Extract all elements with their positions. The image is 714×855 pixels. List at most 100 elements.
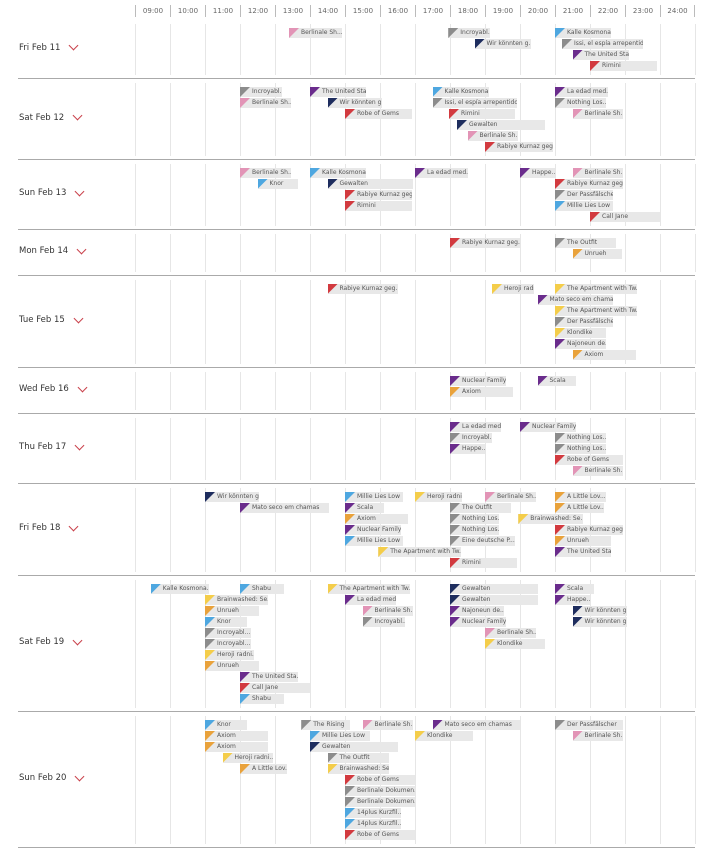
screening-event[interactable]: Millie Lies Low: [555, 201, 613, 211]
screening-event[interactable]: Rabiye Kurnaz geg...: [450, 238, 520, 248]
screening-event[interactable]: Knor: [205, 720, 247, 730]
screening-event[interactable]: Berlinale Sh...: [572, 731, 624, 741]
day-toggle[interactable]: Sun Feb 13: [19, 186, 85, 198]
screening-event[interactable]: Berlinale Dokumen...: [345, 797, 415, 807]
screening-event[interactable]: Klondike: [485, 639, 545, 649]
screening-event[interactable]: Kalle Kosmona...: [310, 168, 366, 178]
screening-event[interactable]: La edad med...: [555, 87, 608, 97]
screening-event[interactable]: Klondike: [555, 328, 606, 338]
screening-event[interactable]: The United Sta...: [240, 672, 298, 682]
screening-event[interactable]: Axiom: [205, 731, 268, 741]
screening-event[interactable]: Rimini: [448, 109, 516, 119]
screening-event[interactable]: The United Sta...: [572, 50, 629, 60]
screening-event[interactable]: Kalle Kosmona...: [555, 28, 611, 38]
screening-event[interactable]: Mato seco em chamas: [537, 295, 613, 305]
screening-event[interactable]: Gewalten: [327, 179, 414, 189]
screening-event[interactable]: Rabiye Kurnaz geg...: [327, 284, 398, 294]
screening-event[interactable]: Wir könnten g...: [572, 617, 627, 627]
screening-event[interactable]: Happe...: [450, 444, 485, 454]
screening-event[interactable]: A Little Lov...: [555, 503, 604, 513]
screening-event[interactable]: Incroyabl...: [205, 628, 251, 638]
chevron-down-icon[interactable]: [72, 635, 83, 645]
screening-event[interactable]: Berlinale Sh...: [240, 168, 291, 178]
screening-event[interactable]: Berlinale Sh...: [467, 131, 519, 141]
screening-event[interactable]: Berlinale Sh...: [572, 466, 624, 476]
screening-event[interactable]: Robe of Gems: [345, 775, 415, 785]
chevron-down-icon[interactable]: [75, 771, 85, 781]
screening-event[interactable]: La edad med...: [450, 422, 501, 432]
screening-event[interactable]: La edad med...: [345, 595, 396, 605]
screening-event[interactable]: Wir könnten g...: [327, 98, 382, 108]
screening-event[interactable]: Unrueh: [555, 536, 611, 546]
chevron-down-icon[interactable]: [77, 382, 88, 392]
chevron-down-icon[interactable]: [74, 440, 85, 450]
screening-event[interactable]: A Little Lov...: [240, 764, 288, 774]
screening-event[interactable]: Shabu: [240, 584, 284, 594]
day-toggle[interactable]: Fri Feb 11: [19, 40, 79, 53]
screening-event[interactable]: Heroji radni...: [415, 492, 463, 502]
screening-event[interactable]: Kalle Kosmona...: [150, 584, 209, 594]
screening-event[interactable]: Issi, el espía arrepentido: [562, 39, 643, 49]
screening-event[interactable]: Incroyabl...: [240, 87, 282, 97]
screening-event[interactable]: Knor: [205, 617, 247, 627]
screening-event[interactable]: Gewalten: [450, 584, 538, 594]
screening-event[interactable]: Mato seco em chamas: [240, 503, 330, 513]
screening-event[interactable]: The Outfit: [327, 753, 389, 763]
screening-event[interactable]: Wir könnten g...: [474, 39, 531, 49]
chevron-down-icon[interactable]: [75, 186, 85, 196]
screening-event[interactable]: The Apartment with Tw...: [555, 284, 638, 294]
screening-event[interactable]: Call Jane: [590, 212, 660, 222]
screening-event[interactable]: Issi, el espía arrepentido: [432, 98, 517, 108]
screening-event[interactable]: Unrueh: [205, 606, 260, 616]
screening-event[interactable]: Incroyabl...: [448, 28, 491, 38]
screening-event[interactable]: Happe...: [555, 595, 590, 605]
screening-event[interactable]: Robe of Gems: [345, 109, 412, 119]
screening-event[interactable]: Brainwashed: Se...: [518, 514, 583, 524]
screening-event[interactable]: Millie Lies Low: [310, 731, 370, 741]
screening-event[interactable]: Rabiye Kurnaz geg...: [555, 525, 624, 535]
screening-event[interactable]: Berlinale Sh...: [240, 98, 291, 108]
screening-event[interactable]: Heroji radni...: [492, 284, 534, 294]
chevron-down-icon[interactable]: [76, 244, 87, 254]
screening-event[interactable]: Brainwashed: Se...: [205, 595, 268, 605]
screening-event[interactable]: Berlinale Sh...: [572, 168, 624, 178]
screening-event[interactable]: Rabiye Kurnaz geg...: [485, 142, 554, 152]
day-toggle[interactable]: Tue Feb 15: [19, 313, 84, 325]
screening-event[interactable]: 14plus Kurzfil...: [345, 808, 401, 818]
screening-event[interactable]: Rimini: [590, 61, 657, 71]
screening-event[interactable]: Rabiye Kurnaz geg...: [345, 190, 412, 200]
screening-event[interactable]: Robe of Gems: [555, 455, 624, 465]
screening-event[interactable]: Nothing Los...: [555, 433, 606, 443]
screening-event[interactable]: Axiom: [205, 742, 268, 752]
screening-event[interactable]: Eine deutsche P...: [450, 536, 515, 546]
screening-event[interactable]: Nuclear Family: [345, 525, 401, 535]
day-toggle[interactable]: Sun Feb 20: [19, 771, 85, 783]
screening-event[interactable]: Berlinale Sh...: [485, 628, 536, 638]
screening-event[interactable]: Brainwashed: Se...: [327, 764, 389, 774]
screening-event[interactable]: Berlinale Dokumen...: [345, 786, 415, 796]
day-toggle[interactable]: Thu Feb 17: [19, 440, 85, 452]
screening-event[interactable]: Shabu: [240, 694, 284, 704]
day-toggle[interactable]: Mon Feb 14: [19, 244, 87, 256]
screening-event[interactable]: Nothing Los...: [555, 98, 606, 108]
screening-event[interactable]: Kalle Kosmona...: [432, 87, 489, 97]
screening-event[interactable]: Rimini: [345, 201, 412, 211]
screening-event[interactable]: Happe...: [520, 168, 555, 178]
screening-event[interactable]: Axiom: [572, 350, 636, 360]
screening-event[interactable]: Der Passfälscher: [555, 317, 613, 327]
screening-event[interactable]: Wir könnten g...: [572, 606, 627, 616]
screening-event[interactable]: Nothing Los...: [450, 525, 499, 535]
screening-event[interactable]: Berlinale Sh...: [362, 606, 414, 616]
screening-event[interactable]: Klondike: [415, 731, 473, 741]
day-toggle[interactable]: Sat Feb 19: [19, 635, 83, 647]
screening-event[interactable]: Scala: [537, 376, 576, 386]
screening-event[interactable]: Najoneun de...: [555, 339, 606, 349]
screening-event[interactable]: 14plus Kurzfil...: [345, 819, 401, 829]
screening-event[interactable]: Najoneun de...: [450, 606, 505, 616]
screening-event[interactable]: The Apartment with Tw...: [327, 584, 410, 594]
screening-event[interactable]: Berlinale Sh...: [362, 720, 414, 730]
screening-event[interactable]: Incroyabl...: [450, 433, 492, 443]
screening-event[interactable]: A Little Lov...: [555, 492, 606, 502]
screening-event[interactable]: La edad med...: [415, 168, 468, 178]
chevron-down-icon[interactable]: [68, 521, 79, 531]
